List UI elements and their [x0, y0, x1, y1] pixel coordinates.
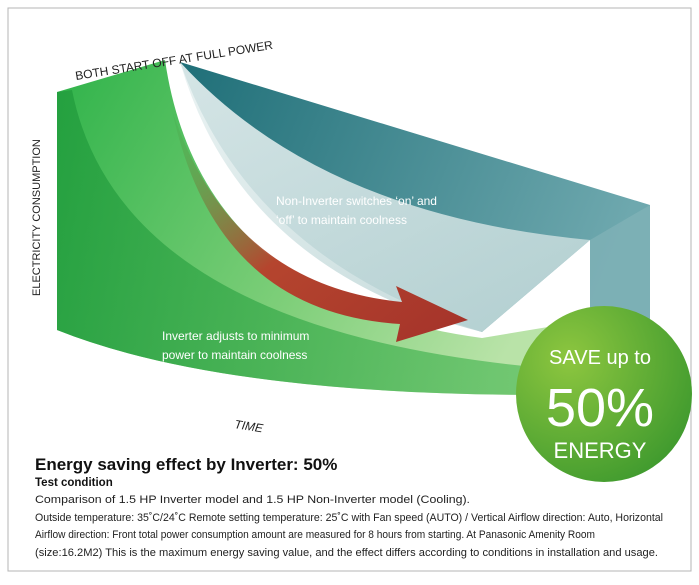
badge-percent: 50% [546, 378, 654, 438]
saving-arrow [172, 110, 468, 342]
non-inverter-note: Non-Inverter switches ‘on’ and [276, 194, 437, 208]
non-inverter-face [180, 62, 590, 332]
non-inverter-note: ‘off’ to maintain coolness [276, 213, 407, 227]
y-axis-label: ELECTRICITY CONSUMPTION [31, 139, 43, 296]
badge [516, 306, 692, 482]
inverter-front [57, 90, 545, 395]
inverter-note: power to maintain coolness [162, 348, 307, 362]
top-label: BOTH START OFF AT FULL POWER [74, 38, 274, 83]
footer-line: Comparison of 1.5 HP Inverter model and … [35, 494, 470, 506]
inverter-note: Inverter adjusts to minimum [162, 329, 309, 343]
footer-line: (size:16.2M2) This is the maximum energy… [35, 547, 658, 559]
footer-line: Airflow direction: Front total power con… [35, 529, 595, 541]
badge-line: SAVE up to [549, 347, 651, 369]
footer-line: Outside temperature: 35˚C/24˚C Remote se… [35, 512, 663, 524]
footer-subtitle: Test condition [35, 477, 113, 489]
x-axis-label: TIME [234, 417, 265, 435]
badge-line: ENERGY [554, 438, 647, 463]
frame [7, 7, 692, 572]
footer-title: Energy saving effect by Inverter: 50% [35, 455, 337, 474]
